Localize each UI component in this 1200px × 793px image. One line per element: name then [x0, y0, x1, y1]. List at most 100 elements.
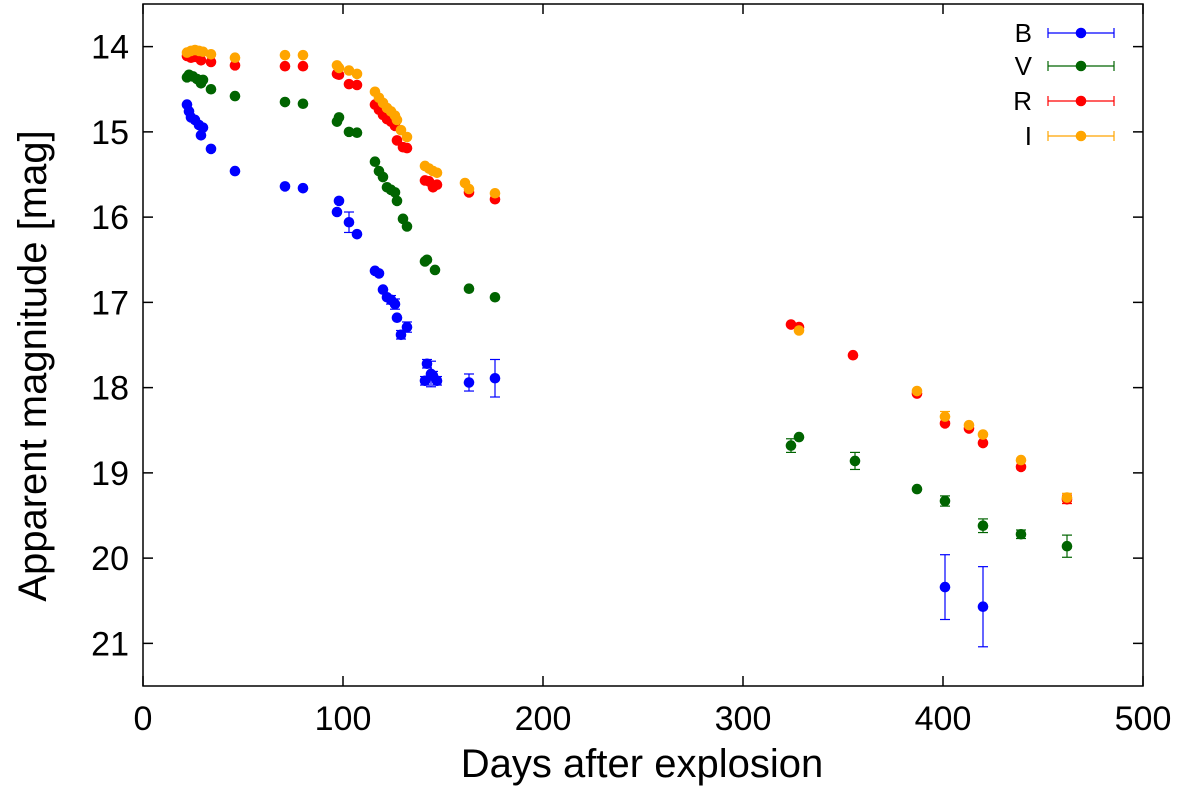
legend-label-I: I — [1025, 121, 1032, 151]
data-point-V — [1061, 540, 1073, 552]
data-point-I — [401, 131, 413, 143]
data-point-B — [395, 329, 407, 341]
data-point-V — [489, 291, 501, 303]
data-point-B — [205, 143, 217, 155]
data-point-R — [785, 319, 797, 330]
data-point-B — [229, 165, 241, 177]
x-tick-label: 300 — [715, 700, 772, 738]
data-point-R — [279, 60, 291, 72]
data-point-V — [401, 221, 413, 232]
data-point-B — [977, 601, 989, 613]
data-point-B — [343, 216, 355, 228]
data-point-I — [793, 325, 805, 336]
data-point-B — [421, 358, 433, 370]
data-point-B — [333, 195, 345, 207]
data-point-V — [197, 74, 209, 86]
plot-frame — [142, 3, 1144, 687]
data-point-V — [939, 495, 951, 507]
x-axis-label: Days after explosion — [461, 742, 823, 786]
data-point-V — [911, 483, 923, 495]
legend-label-B: B — [1015, 18, 1032, 48]
data-point-V — [785, 440, 797, 451]
data-point-B — [489, 372, 501, 384]
plot-border — [142, 3, 1144, 687]
data-point-B — [391, 312, 403, 324]
y-tick-label: 19 — [91, 455, 129, 493]
data-point-I — [205, 48, 217, 60]
y-tick-label: 15 — [91, 114, 129, 152]
data-point-B — [463, 377, 475, 388]
data-point-V — [849, 455, 861, 467]
x-tick-label: 500 — [1115, 700, 1172, 738]
data-point-V — [279, 96, 291, 108]
data-point-I — [391, 114, 403, 126]
data-point-B — [401, 321, 413, 333]
data-point-B — [197, 122, 209, 133]
data-point-V — [429, 264, 441, 276]
data-point-V — [421, 254, 433, 266]
y-tick-label: 21 — [91, 625, 129, 663]
data-point-I — [197, 46, 209, 58]
data-point-I — [333, 62, 345, 74]
data-point-I — [1015, 454, 1027, 466]
data-point-I — [911, 385, 923, 397]
data-point-V — [333, 112, 345, 123]
data-point-V — [343, 126, 355, 138]
data-point-R — [391, 135, 403, 146]
x-tick-label: 0 — [134, 700, 153, 738]
x-tick-label: 100 — [315, 700, 372, 738]
data-point-B — [331, 206, 343, 218]
legend-marker-B — [1075, 27, 1087, 39]
data-point-I — [939, 411, 951, 422]
legend-label-R: R — [1013, 86, 1032, 116]
data-point-R — [195, 54, 207, 66]
data-point-B — [373, 268, 385, 279]
data-point-B — [279, 181, 291, 192]
data-point-B — [297, 182, 309, 194]
data-point-I — [279, 49, 291, 61]
data-point-V — [351, 127, 363, 139]
data-point-V — [977, 520, 989, 532]
data-point-R — [401, 142, 413, 154]
data-point-B — [419, 375, 431, 387]
data-point-V — [391, 195, 403, 207]
y-tick-label: 18 — [91, 370, 129, 408]
data-point-V — [1015, 528, 1027, 540]
data-points-layer — [181, 44, 1073, 613]
data-point-B — [431, 375, 443, 387]
data-point-R — [205, 56, 217, 68]
data-point-I — [1061, 492, 1073, 503]
data-point-I — [431, 167, 443, 179]
data-point-V — [463, 283, 475, 295]
y-tick-label: 17 — [91, 284, 129, 322]
data-point-I — [297, 49, 309, 61]
x-axis: 0 100 200 300 400 500 — [134, 4, 1172, 738]
legend-label-V: V — [1015, 51, 1033, 81]
data-point-R — [847, 349, 859, 361]
data-point-I — [351, 68, 363, 80]
data-point-R — [343, 78, 355, 90]
data-point-I — [977, 429, 989, 440]
data-point-V — [297, 98, 309, 110]
data-point-B — [389, 298, 401, 310]
data-point-V — [793, 431, 805, 443]
data-point-B — [351, 228, 363, 240]
x-tick-label: 200 — [515, 700, 572, 738]
data-point-R — [977, 437, 989, 449]
data-point-V — [389, 187, 401, 198]
data-point-V — [205, 83, 217, 95]
data-point-V — [377, 171, 389, 183]
x-tick-label: 400 — [915, 700, 972, 738]
y-tick-label: 16 — [91, 199, 129, 237]
data-point-R — [297, 60, 309, 72]
data-point-I — [229, 52, 241, 64]
data-point-I — [489, 187, 501, 199]
data-point-V — [369, 156, 381, 168]
data-point-R — [431, 179, 443, 191]
y-axis-label: Apparent magnitude [mag] — [11, 130, 55, 601]
data-point-I — [343, 65, 355, 76]
legend-marker-I — [1075, 130, 1087, 142]
data-point-I — [395, 124, 407, 136]
